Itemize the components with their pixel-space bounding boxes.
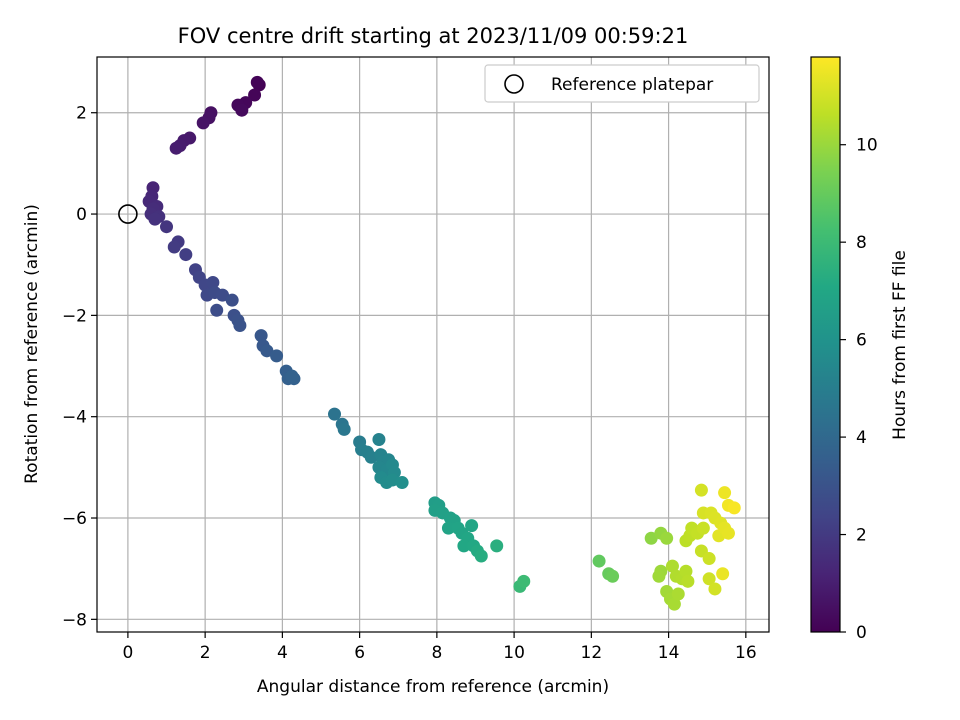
x-tick-label: 6 [354,643,365,663]
legend-marker [504,74,524,94]
y-tick-label: −8 [62,610,87,630]
data-point [681,574,695,588]
colorbar-tick-label: 8 [856,233,867,253]
data-point [727,501,741,515]
data-point [716,567,730,581]
legend-box [484,64,760,103]
data-point [206,275,220,289]
data-point [216,288,230,302]
data-point [233,319,247,333]
scatter-points [142,75,741,611]
x-tick-label: 0 [122,643,133,663]
data-point [441,521,455,535]
data-point [708,582,722,596]
data-point [679,564,693,578]
data-point [465,519,479,533]
x-tick-label: 2 [200,643,211,663]
data-point [457,539,471,553]
x-tick-label: 16 [735,643,757,663]
colorbar-ticks: 0 2 4 6 8 10 [840,136,878,643]
colorbar-tick-label: 6 [856,331,867,351]
data-point [254,329,268,343]
data-point [196,116,210,130]
data-point [652,569,666,583]
x-tick-label: 12 [581,643,603,663]
data-point [235,103,249,117]
data-point [248,88,262,102]
x-axis-ticks: 0 2 4 6 8 10 12 14 16 [122,632,757,663]
data-point [148,212,162,226]
grid-lines [97,57,769,632]
data-point [285,369,299,383]
data-point [328,407,342,421]
data-point [474,549,488,563]
colorbar: 0 2 4 6 8 10 Hours from first FF file [810,56,910,643]
data-point [696,521,710,535]
y-tick-label: 2 [76,104,87,124]
data-point [644,531,658,545]
x-tick-label: 10 [503,643,525,663]
data-point [250,75,264,89]
y-tick-label: −6 [62,509,87,529]
x-axis-label: Angular distance from reference (arcmin) [257,677,609,697]
data-point [702,552,716,566]
legend-label: Reference platepar [551,75,713,95]
data-point [337,422,351,436]
data-point [660,531,674,545]
data-point [721,526,735,540]
data-point [517,574,531,588]
colorbar-label: Hours from first FF file [890,250,910,440]
y-axis-ticks: −8 −6 −4 −2 0 2 [62,104,97,630]
colorbar-gradient [810,56,841,633]
data-point [667,597,681,611]
colorbar-tick-label: 0 [856,623,867,643]
y-tick-label: 0 [76,205,87,225]
colorbar-tick-label: 4 [856,428,867,448]
data-point [167,240,181,254]
x-tick-label: 8 [431,643,442,663]
x-tick-label: 4 [277,643,288,663]
data-point [270,349,284,363]
data-point [671,587,685,601]
data-point [225,293,239,307]
y-axis-label: Rotation from reference (arcmin) [22,204,42,484]
data-point [490,539,504,553]
data-point [702,572,716,586]
data-point [179,248,193,262]
data-point [160,220,174,234]
legend: Reference platepar [484,64,760,103]
data-point [260,344,274,358]
data-point [592,554,606,568]
reference-platepar-marker [118,204,138,224]
data-point [395,476,409,490]
data-point [665,559,679,573]
y-tick-label: −4 [62,408,87,428]
chart-title: FOV centre drift starting at 2023/11/09 … [178,24,689,48]
colorbar-tick-label: 10 [856,136,878,156]
y-tick-label: −2 [62,306,87,326]
colorbar-tick-label: 2 [856,526,867,546]
data-point [694,483,708,497]
data-point [718,486,732,500]
data-point [210,303,224,317]
plot-frame [96,56,770,633]
data-point [372,432,386,446]
data-point [169,141,183,155]
data-point [606,569,620,583]
x-tick-label: 14 [658,643,680,663]
